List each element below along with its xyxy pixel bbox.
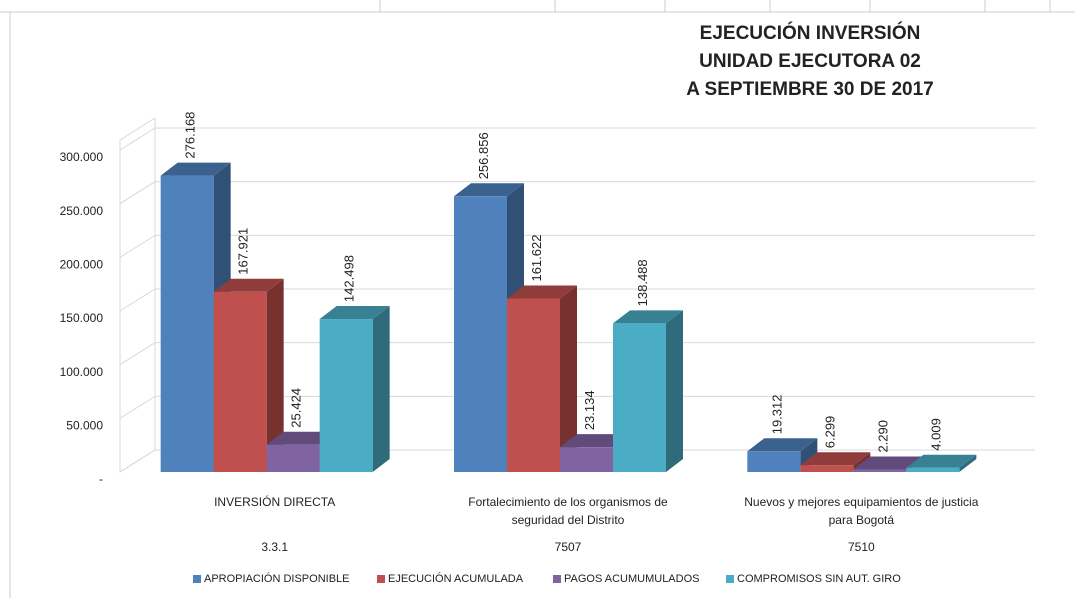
y-tick-label: 200.000 [60,258,104,272]
back-wall [119,117,156,473]
category-code: 3.3.1 [261,540,288,554]
value-label: 6.299 [822,416,837,449]
y-tick-label: 150.000 [60,311,104,325]
bar-top [454,183,524,197]
grid-line [119,342,1035,366]
legend-label: APROPIACIÓN DISPONIBLE [204,572,349,585]
x-tick-label: Nuevos y mejores equipamientos de justic… [744,495,979,527]
bar-top [266,431,337,445]
value-label: 4.009 [928,418,943,451]
title-line: EJECUCIÓN INVERSIÓN [700,22,921,44]
bar-top [160,162,231,176]
legend-label: PAGOS ACUMUMULADOS [564,573,700,585]
bar [853,469,907,472]
bar-side [266,278,284,472]
legend-swatch [377,575,385,583]
bar-top [613,310,683,324]
bar [454,196,507,472]
value-label: 256.856 [476,132,491,179]
grid-line [119,288,1035,312]
bar [507,298,560,472]
bar-top [747,438,818,452]
bar [560,447,613,472]
category-code: 7507 [555,540,582,554]
bar-top [906,454,977,468]
grid-line [119,181,1035,205]
bar-top [319,306,390,320]
bar [747,451,801,472]
value-label: 19.312 [769,395,784,435]
title-line: UNIDAD EJECUTORA 02 [699,51,921,72]
value-label: 161.622 [529,235,544,282]
value-label: 142.498 [342,255,357,302]
bar-top [853,456,924,470]
grid-line [119,127,1035,151]
y-tick-label: - [99,472,103,486]
bar [160,175,214,472]
value-label: 2.290 [875,420,890,453]
legend-swatch [726,575,734,583]
bar-top [560,434,630,448]
legend-label: EJECUCIÓN ACUMULADA [388,572,524,585]
x-tick-label: Fortalecimiento de los organismos de seg… [468,495,668,527]
legend-label: COMPROMISOS SIN AUT. GIRO [737,573,901,585]
title-line: A SEPTIEMBRE 30 DE 2017 [686,79,933,100]
bar [266,444,320,472]
legend-swatch [553,575,561,583]
x-tick-label: INVERSIÓN DIRECTA [214,495,336,509]
bar [906,467,960,472]
bar [800,465,854,472]
y-tick-label: 250.000 [60,204,104,218]
bar-top [213,278,284,292]
grid-line [119,395,1035,419]
value-label: 138.488 [635,259,650,306]
y-tick-label: 100.000 [60,365,104,379]
value-label: 23.134 [582,390,597,430]
y-tick-label: 50.000 [66,419,103,433]
category-code: 7510 [848,540,875,554]
bar-top [507,285,577,299]
bar-top [800,452,871,466]
bar [319,319,373,472]
value-label: 276.168 [183,112,198,159]
bar-side [959,454,977,472]
bar [213,291,267,472]
grid-line [119,234,1035,258]
value-label: 167.921 [236,228,251,275]
grid-line [119,449,1035,473]
bar-side [560,285,577,472]
bar-side [666,310,683,472]
bar [613,323,666,472]
y-tick-label: 300.000 [60,150,104,164]
bar-side [372,306,390,472]
value-label: 25.424 [289,388,304,428]
legend-swatch [193,575,201,583]
